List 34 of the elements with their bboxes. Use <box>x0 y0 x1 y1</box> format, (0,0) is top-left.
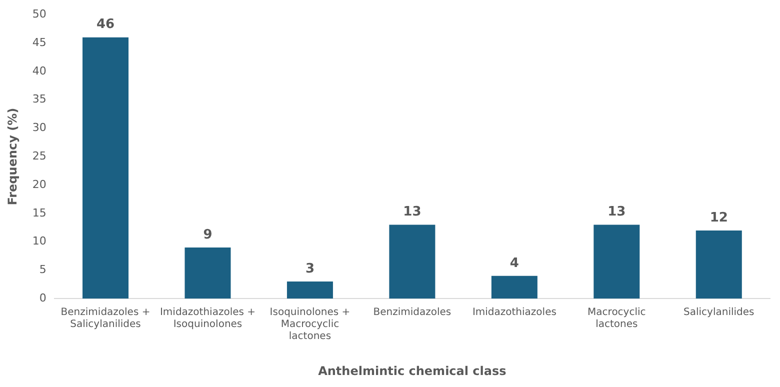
y-tick-label: 0 <box>39 291 46 304</box>
y-tick-label: 20 <box>32 178 46 191</box>
y-axis-title: Frequency (%) <box>5 108 20 206</box>
data-label: 13 <box>403 204 422 220</box>
x-tick-label: Imidazothiazoles + Isoquinolones <box>160 307 256 330</box>
bar <box>696 230 742 299</box>
x-tick-label: Benzimidazoles + Salicylanilides <box>60 307 150 330</box>
data-label: 13 <box>608 204 626 220</box>
y-tick-label: 45 <box>32 36 46 49</box>
x-tick-label: Benzimidazoles <box>373 307 452 318</box>
y-tick-label: 40 <box>32 64 46 78</box>
y-tick-label: 5 <box>39 263 46 276</box>
y-tick-label: 25 <box>32 149 46 162</box>
x-tick-label: Isoquinolones + Macrocyclic lactones <box>270 307 350 342</box>
bar <box>389 224 436 299</box>
y-tick-label: 15 <box>32 206 46 220</box>
bar <box>82 37 129 299</box>
y-tick-label: 50 <box>32 7 46 20</box>
data-label: 12 <box>710 210 728 226</box>
y-tick-label: 35 <box>32 92 46 106</box>
data-label: 9 <box>203 227 212 242</box>
y-tick-label: 30 <box>32 121 46 134</box>
x-tick-label: Imidazothiazoles <box>472 307 556 318</box>
data-label: 4 <box>510 256 519 271</box>
data-label: 3 <box>305 261 314 276</box>
data-label: 46 <box>96 17 115 32</box>
x-axis-title: Anthelmintic chemical class <box>318 364 506 378</box>
bar <box>491 276 538 299</box>
y-tick-label: 10 <box>32 234 46 248</box>
x-tick-label: Salicylanilides <box>684 307 754 318</box>
bar <box>184 247 231 299</box>
bar <box>594 224 640 299</box>
bar <box>286 282 333 299</box>
x-tick-label: Macrocyclic lactones <box>588 307 646 330</box>
